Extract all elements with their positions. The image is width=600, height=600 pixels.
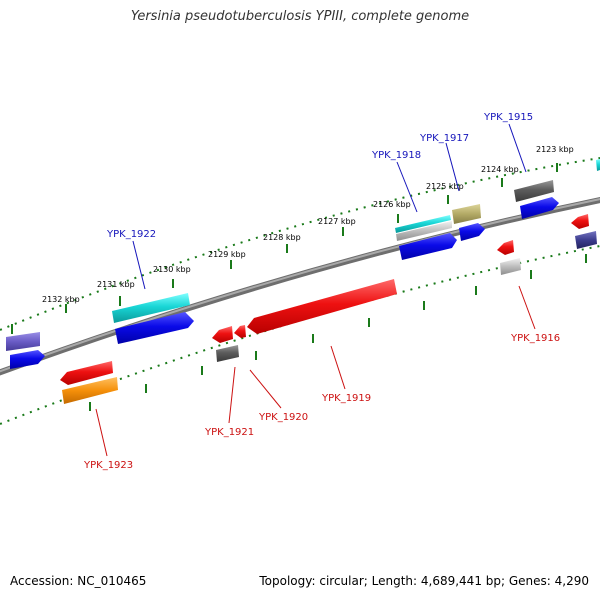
gene-label: YPK_1920 bbox=[258, 412, 308, 423]
topology-summary: Topology: circular; Length: 4,689,441 bp… bbox=[259, 574, 589, 588]
forward-major-ticks bbox=[12, 163, 557, 334]
accession-text: Accession: NC_010465 bbox=[10, 574, 146, 588]
tick-label: 2129 kbp bbox=[208, 250, 246, 259]
gene-label: YPK_1916 bbox=[510, 333, 560, 344]
gene-feature bbox=[596, 159, 600, 171]
gene-feature bbox=[497, 240, 514, 255]
gene-label: YPK_1915 bbox=[483, 112, 533, 123]
gene-feature bbox=[234, 325, 246, 338]
gene-label: YPK_1918 bbox=[371, 150, 421, 161]
genome-map: 2132 kbp 2131 kbp 2130 kbp 2129 kbp 2128… bbox=[0, 0, 600, 600]
tick-label: 2123 kbp bbox=[536, 145, 574, 154]
reverse-gene-labels: YPK_1923 YPK_1921 YPK_1920 YPK_1919 YPK_… bbox=[83, 333, 560, 471]
gene-label: YPK_1921 bbox=[204, 427, 254, 438]
gene-feature bbox=[452, 204, 481, 224]
gene-feature bbox=[571, 214, 589, 229]
gene-feature bbox=[6, 332, 40, 351]
tick-label: 2131 kbp bbox=[97, 280, 135, 289]
tick-label: 2130 kbp bbox=[153, 265, 191, 274]
gene-feature bbox=[500, 258, 521, 275]
gene-feature bbox=[216, 345, 239, 362]
gene-label: YPK_1923 bbox=[83, 460, 133, 471]
gene-label: YPK_1922 bbox=[106, 229, 156, 240]
tick-label: 2127 kbp bbox=[318, 217, 356, 226]
gene-feature bbox=[212, 326, 233, 343]
gene-feature bbox=[247, 279, 397, 334]
gene-feature bbox=[575, 231, 597, 249]
tick-label: 2124 kbp bbox=[481, 165, 519, 174]
gene-label: YPK_1919 bbox=[321, 393, 371, 404]
gene-feature bbox=[459, 223, 485, 241]
tick-label: 2128 kbp bbox=[263, 233, 301, 242]
tick-label: 2132 kbp bbox=[42, 295, 80, 304]
genome-backbone bbox=[0, 198, 600, 376]
tick-label: 2126 kbp bbox=[373, 200, 411, 209]
gene-feature bbox=[10, 350, 45, 369]
genome-backbone-highlight bbox=[0, 197, 600, 375]
gene-label: YPK_1917 bbox=[419, 133, 469, 144]
